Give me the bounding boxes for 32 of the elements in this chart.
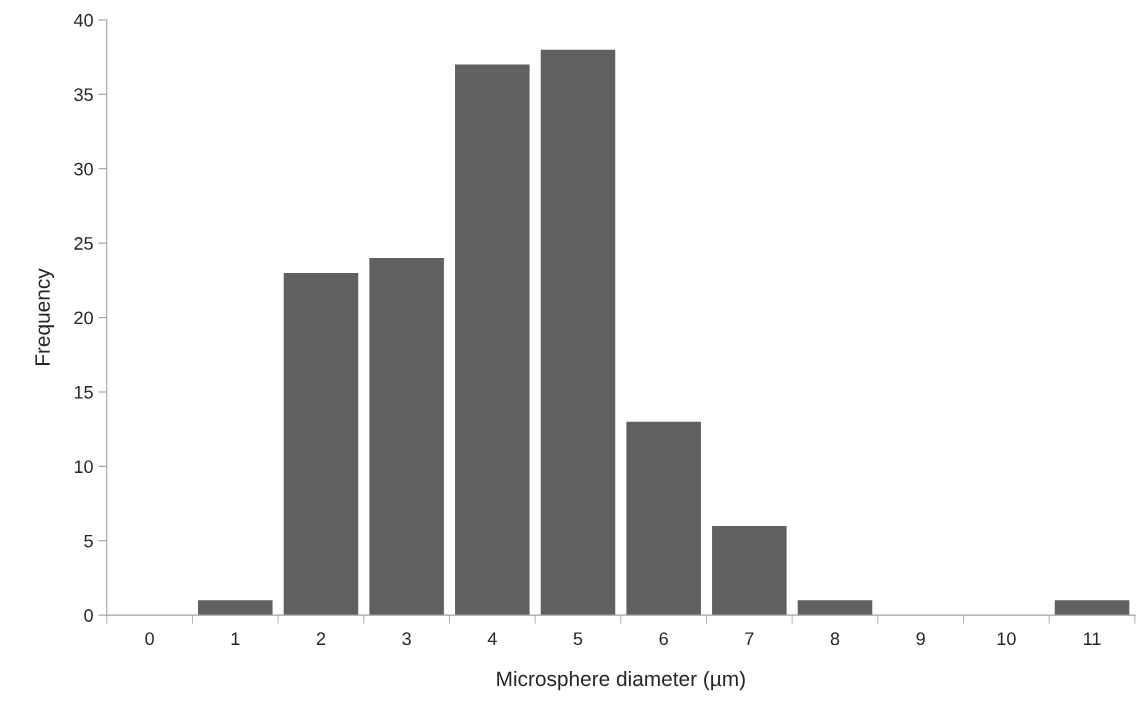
bar	[1054, 600, 1130, 616]
bar	[797, 600, 873, 616]
y-tick-label: 30	[74, 162, 93, 176]
x-tick-label: 1	[231, 632, 240, 645]
y-tick-label: 35	[74, 88, 93, 102]
bar	[369, 258, 444, 616]
bar	[198, 600, 273, 616]
x-tick-label: 4	[487, 632, 497, 645]
x-tick-label: 0	[145, 632, 154, 646]
bar	[712, 525, 787, 616]
x-tick-label: 2	[316, 632, 326, 645]
x-tick-label: 8	[830, 632, 840, 646]
y-tick-label: 0	[84, 609, 93, 622]
x-tick-label: 7	[745, 632, 754, 645]
x-tick-label: 6	[659, 632, 668, 646]
x-tick-label: 10	[997, 632, 1016, 646]
x-tick-label: 5	[573, 632, 583, 646]
bar	[626, 421, 701, 616]
x-tick-label: 9	[916, 632, 925, 646]
y-tick-label: 15	[74, 386, 93, 399]
y-tick-label: 5	[84, 534, 93, 548]
y-tick-label: 10	[74, 460, 93, 474]
x-tick-label: 3	[402, 632, 411, 646]
y-tick-label: 20	[74, 311, 93, 325]
y-tick-label: 25	[74, 237, 93, 250]
x-tick-label: 11	[1084, 632, 1101, 645]
bar	[455, 64, 530, 616]
y-tick-label: 40	[73, 13, 93, 27]
bar	[283, 272, 359, 616]
x-axis-title: Microsphere diameter (µm)	[497, 670, 745, 691]
bar	[540, 49, 616, 616]
y-axis-title: Frequency	[35, 268, 55, 366]
